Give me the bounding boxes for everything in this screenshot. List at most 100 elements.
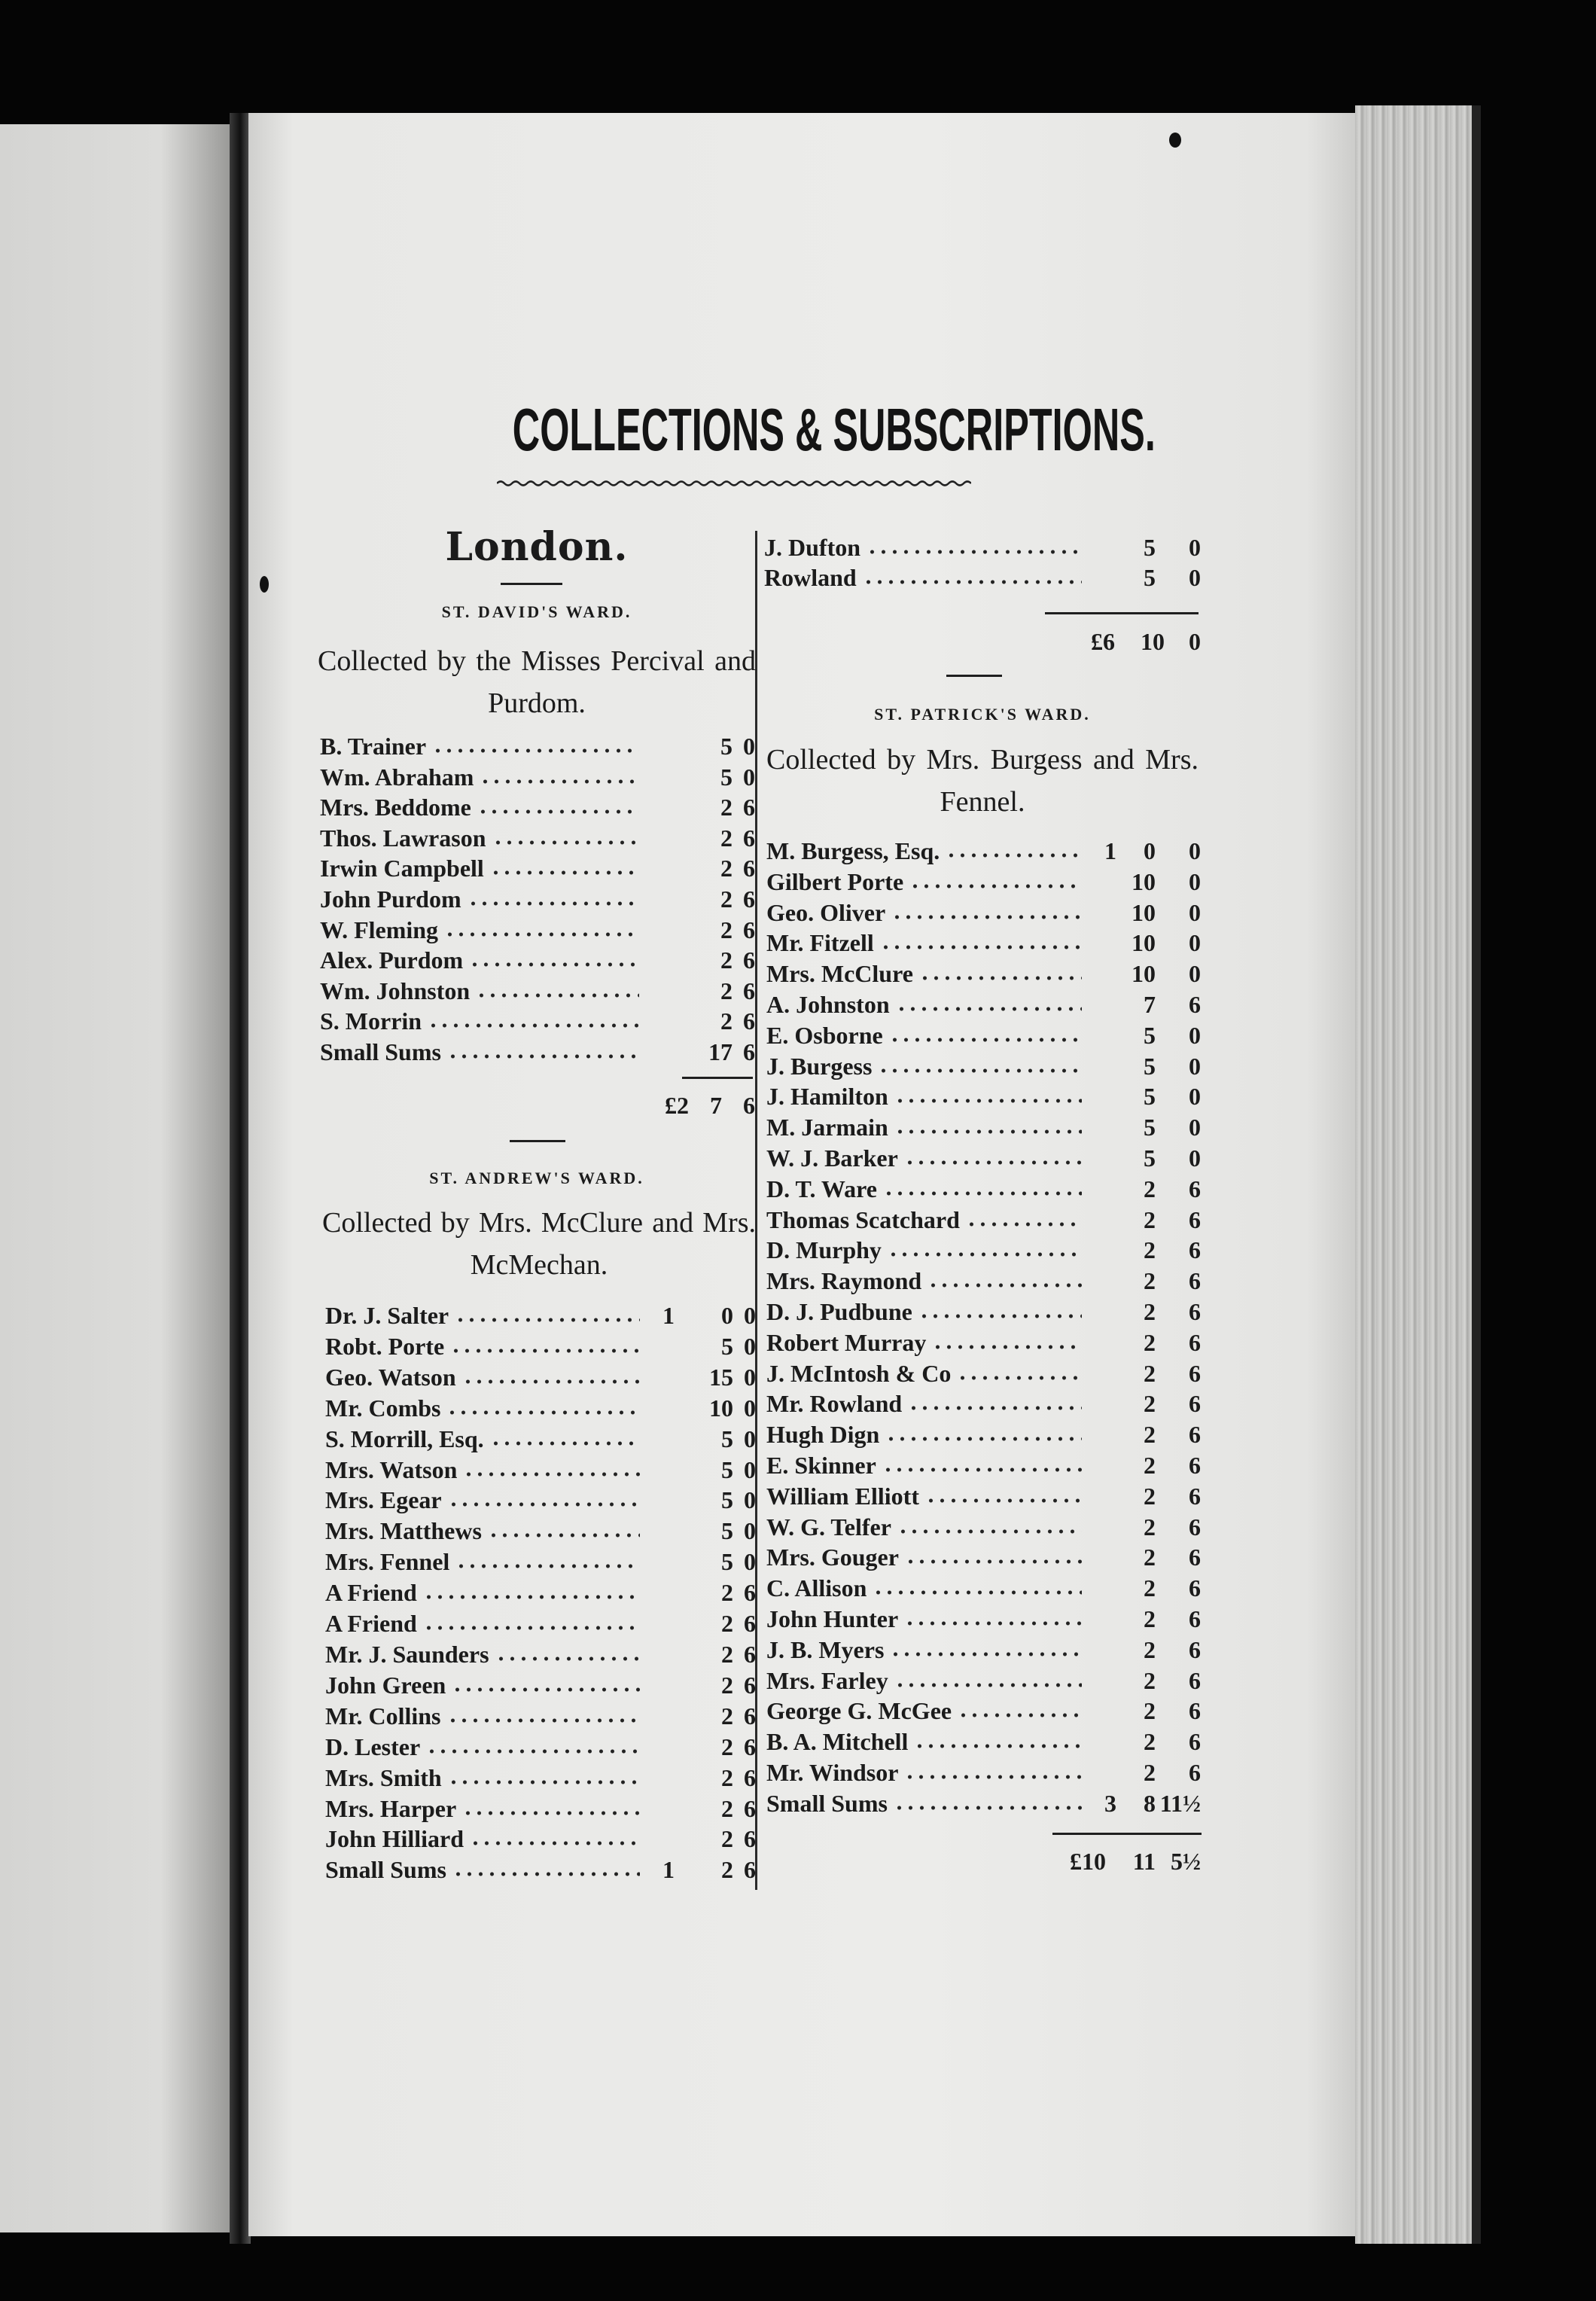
amount-shillings: 2 <box>1144 1390 1156 1418</box>
subscriber-name: Mrs. Beddome <box>320 794 471 821</box>
amount-shillings: 2 <box>720 794 733 821</box>
dot-leader <box>455 1562 640 1571</box>
total-rule <box>682 1077 753 1079</box>
dot-leader <box>894 1128 1082 1136</box>
subscriber-name: Mrs. Farley <box>766 1666 888 1694</box>
amount-shillings: 5 <box>1144 1083 1156 1111</box>
dot-leader <box>957 1373 1082 1382</box>
amount-pence: 6 <box>743 946 755 974</box>
subscription-row: Mrs. Watson 5 0 <box>325 1455 756 1486</box>
dot-leader <box>965 1220 1082 1228</box>
dot-leader <box>904 1619 1082 1627</box>
subscriber-name: J. Hamilton <box>766 1083 888 1111</box>
amount-shillings: 10 <box>1132 929 1156 957</box>
amount-shillings: 17 <box>708 1038 733 1065</box>
ward-total: £6 10 0 <box>764 628 1201 656</box>
subscription-row: William Elliott 2 6 <box>766 1481 1201 1512</box>
amount-shillings: 2 <box>721 1579 733 1607</box>
amount-pence: 0 <box>1189 898 1201 926</box>
amount-shillings: 5 <box>720 733 733 760</box>
amount-shillings: 10 <box>1132 867 1156 895</box>
ward-total: £10 11 5½ <box>764 1848 1201 1876</box>
dot-leader <box>894 1097 1082 1105</box>
amount-shillings: 2 <box>721 1640 733 1668</box>
amount-pence: 6 <box>1189 1574 1201 1602</box>
dot-leader <box>463 1470 640 1478</box>
subscription-row: Wm. Abraham 5 0 <box>320 762 755 793</box>
entries-list: M. Burgess, Esq. 1 0 0 Gilbert Porte 10 0 Geo. … <box>766 836 1201 1819</box>
subscription-row: D. Lester 2 6 <box>325 1732 756 1763</box>
amount-pence: 0 <box>744 1425 756 1452</box>
amount-pence: 6 <box>1189 1544 1201 1571</box>
collectors-line: Collected by Mrs. McClure and Mrs. McMec… <box>322 1207 756 1281</box>
amount-shillings: 2 <box>1144 1205 1156 1233</box>
dot-leader <box>897 1527 1082 1535</box>
subscription-row: J. McIntosh & Co 2 6 <box>766 1358 1201 1389</box>
dot-leader <box>914 1742 1082 1751</box>
subscription-row: Mr. Rowland 2 6 <box>766 1388 1201 1419</box>
total-shillings: 11 <box>1132 1848 1156 1875</box>
dot-leader <box>455 1316 640 1324</box>
amount-shillings: 2 <box>1144 1635 1156 1663</box>
amount-shillings: 2 <box>721 1671 733 1699</box>
subscription-row: W. G. Telfer 2 6 <box>766 1512 1201 1543</box>
continued-entries-list: J. Dufton 5 0 Rowland 5 0 <box>764 533 1201 593</box>
subscriber-name: S. Morrill, Esq. <box>325 1425 484 1452</box>
subscriber-name: Mrs. Raymond <box>766 1267 922 1295</box>
dot-leader <box>447 1501 640 1509</box>
amount-pence: 6 <box>1189 1482 1201 1510</box>
amount-shillings: 5 <box>721 1486 733 1514</box>
dot-leader <box>908 1404 1082 1413</box>
amount-shillings: 2 <box>1144 1328 1156 1356</box>
amount-shillings: 2 <box>1144 1359 1156 1387</box>
dot-leader <box>480 777 639 785</box>
ward-heading: ST. PATRICK'S WARD. <box>874 705 1091 724</box>
dot-leader <box>932 1343 1082 1351</box>
ward-total: £2 7 6 <box>320 1092 755 1120</box>
subscriber-name: Mr. Collins <box>325 1702 441 1730</box>
subscriber-name: E. Osborne <box>766 1021 883 1049</box>
amount-shillings: 5 <box>721 1455 733 1483</box>
amount-shillings: 10 <box>1132 898 1156 926</box>
amount-shillings: 2 <box>721 1856 733 1884</box>
dot-leader <box>489 1439 640 1447</box>
amount-pence: 0 <box>743 733 755 760</box>
subscription-row: Small Sums 17 6 <box>320 1037 755 1068</box>
dot-leader <box>909 882 1082 890</box>
subscription-row: J. Hamilton 5 0 <box>766 1081 1201 1112</box>
subscriber-name: Wm. Abraham <box>320 763 474 791</box>
total-pence: 6 <box>743 1092 755 1119</box>
subscription-row: D. Murphy 2 6 <box>766 1235 1201 1266</box>
short-rule <box>501 583 562 585</box>
page-title: COLLECTIONS & SUBSCRIPTIONS. <box>512 396 1156 463</box>
subscription-row: A Friend 2 6 <box>325 1577 756 1608</box>
subscriber-name: J. B. Myers <box>766 1635 885 1663</box>
amount-shillings: 2 <box>1144 1758 1156 1786</box>
amount-pence: 0 <box>744 1363 756 1391</box>
amount-pence: 6 <box>744 1825 756 1853</box>
subscription-row: E. Skinner 2 6 <box>766 1450 1201 1481</box>
dot-leader <box>878 1066 1082 1074</box>
book-page <box>248 113 1363 2236</box>
amount-pence: 6 <box>1189 1390 1201 1418</box>
amount-shillings: 2 <box>1144 1175 1156 1202</box>
dot-leader <box>867 548 1082 556</box>
amount-shillings: 2 <box>721 1794 733 1822</box>
amount-shillings: 2 <box>1144 1297 1156 1325</box>
subscription-row: Robt. Porte 5 0 <box>325 1331 756 1362</box>
subscription-row: John Green 2 6 <box>325 1670 756 1701</box>
dot-leader <box>918 974 1082 983</box>
total-shillings: 7 <box>710 1092 722 1119</box>
amount-pence: 6 <box>1189 1328 1201 1356</box>
subscriber-name: Mr. Windsor <box>766 1758 899 1786</box>
dot-leader <box>446 1408 640 1416</box>
amount-shillings: 2 <box>721 1825 733 1853</box>
facing-page-left <box>0 124 230 2232</box>
short-rule <box>510 1140 565 1142</box>
amount-shillings: 2 <box>1144 1451 1156 1479</box>
amount-pence: 6 <box>744 1610 756 1638</box>
dot-leader <box>887 1251 1082 1259</box>
dot-leader <box>447 1778 640 1786</box>
subscriber-name: John Hunter <box>766 1605 899 1632</box>
amount-shillings: 5 <box>720 763 733 791</box>
